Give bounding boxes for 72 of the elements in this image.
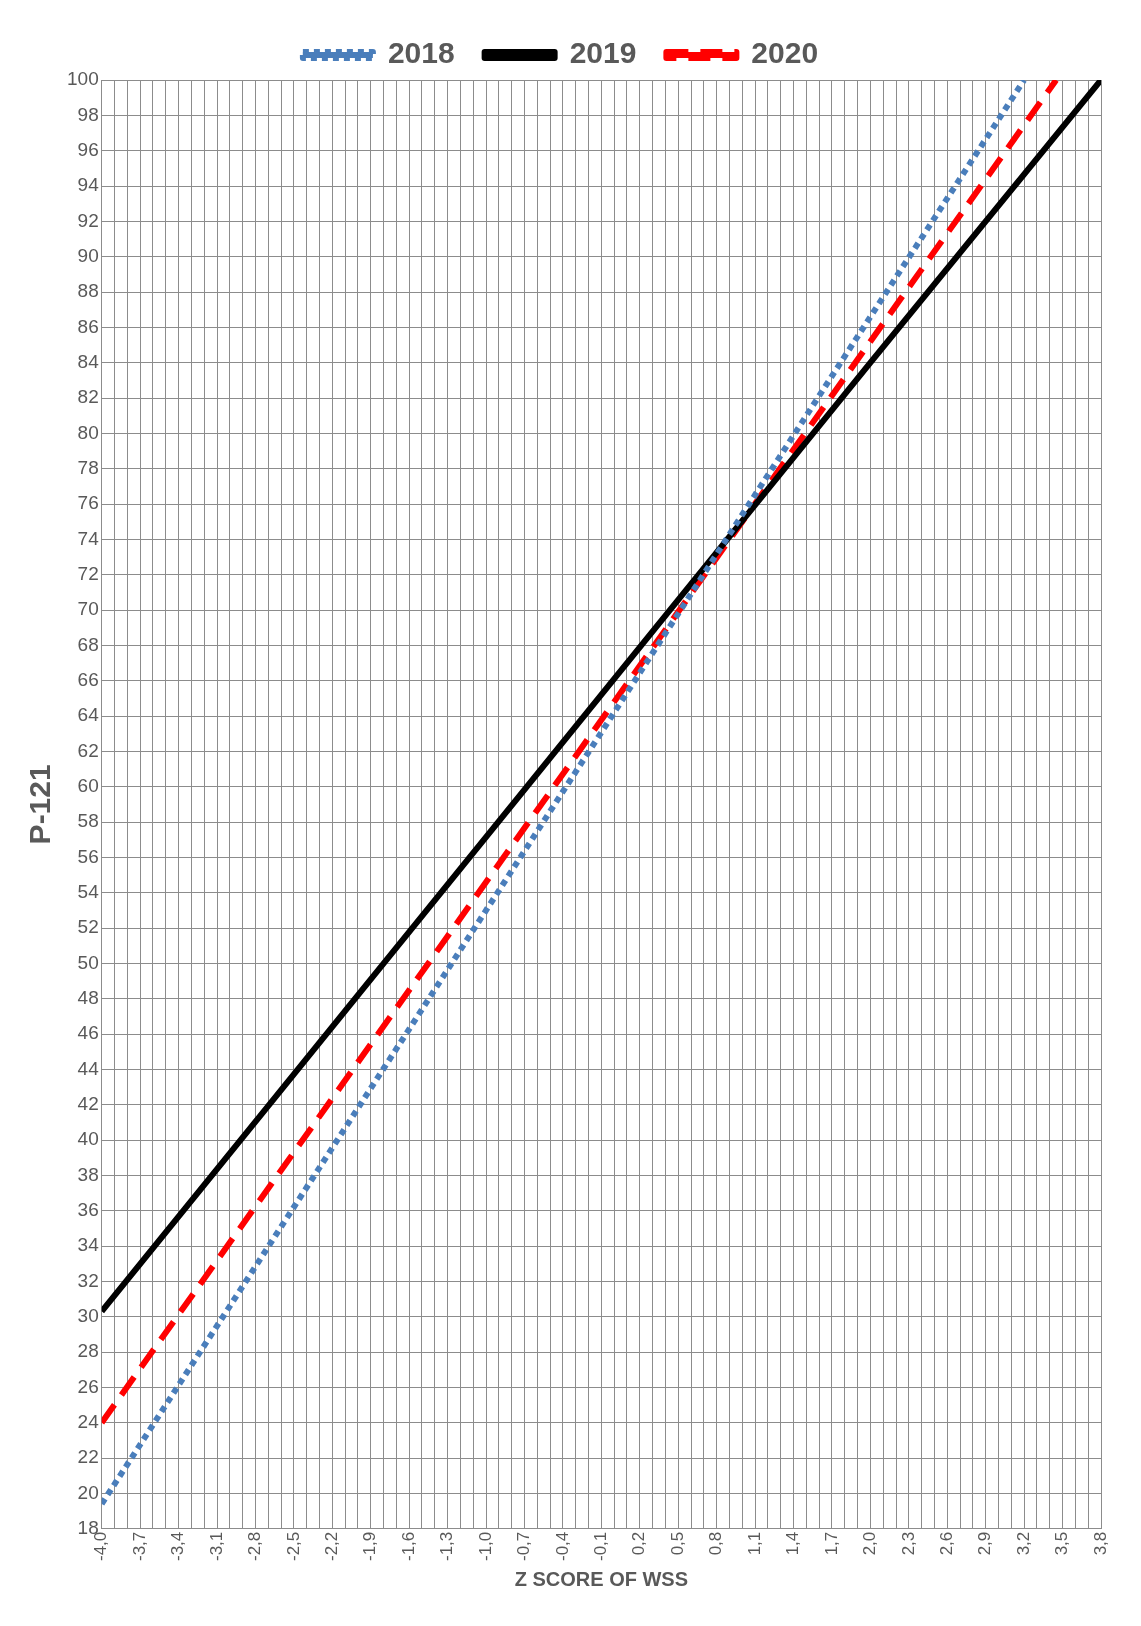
- y-tick-label: 68: [77, 633, 99, 655]
- x-tick-label: 0,8: [706, 1531, 726, 1556]
- y-tick-label: 56: [77, 845, 99, 867]
- x-tick-label: -1,9: [360, 1531, 380, 1561]
- x-tick-label: -3,4: [168, 1531, 188, 1561]
- y-tick-label: 64: [77, 704, 100, 726]
- y-tick-label: 98: [77, 103, 99, 125]
- x-tick-label: -0,4: [552, 1531, 572, 1561]
- y-tick-label: 34: [77, 1234, 100, 1256]
- x-tick-label: -2,5: [283, 1531, 303, 1561]
- x-tick-label: -1,6: [398, 1531, 418, 1561]
- x-tick-label: -0,1: [591, 1531, 611, 1561]
- y-tick-label: 66: [77, 668, 99, 690]
- x-tick-label: -1,0: [475, 1531, 495, 1561]
- y-tick-label: 60: [77, 774, 99, 796]
- y-tick-label: 58: [77, 810, 99, 832]
- y-tick-label: 78: [77, 456, 99, 478]
- y-tick-label: 32: [77, 1269, 99, 1291]
- y-tick-label: 94: [77, 174, 100, 196]
- y-tick-label: 46: [77, 1022, 99, 1044]
- x-tick-label: -2,2: [322, 1531, 341, 1561]
- y-tick-label: 86: [77, 315, 99, 337]
- x-tick-label: 3,5: [1052, 1531, 1072, 1556]
- legend-label: 2020: [751, 36, 819, 70]
- y-tick-label: 30: [77, 1304, 99, 1326]
- y-tick-label: 70: [77, 598, 99, 620]
- y-tick-label: 50: [77, 951, 99, 973]
- legend-label: 2018: [387, 36, 455, 70]
- x-tick-label: 0,2: [629, 1531, 649, 1556]
- x-tick-label: -0,7: [514, 1531, 534, 1561]
- y-tick-label: 20: [77, 1481, 99, 1503]
- legend-label: 2019: [569, 36, 637, 70]
- x-axis-title: Z SCORE OF WSS: [514, 1567, 689, 1590]
- y-tick-label: 76: [77, 492, 99, 514]
- x-tick-label: 2,0: [860, 1531, 880, 1556]
- x-tick-label: -2,8: [245, 1531, 265, 1561]
- x-tick-label: 2,3: [898, 1531, 918, 1556]
- y-tick-label: 40: [77, 1128, 99, 1150]
- y-tick-label: 26: [77, 1375, 99, 1397]
- y-tick-label: 100: [67, 68, 99, 90]
- y-tick-label: 36: [77, 1198, 99, 1220]
- y-tick-label: 80: [77, 421, 99, 443]
- y-tick-label: 62: [77, 739, 99, 761]
- y-tick-label: 54: [77, 880, 100, 902]
- y-tick-label: 74: [77, 527, 100, 549]
- y-axis-title: P-121: [23, 764, 57, 845]
- x-tick-label: 1,1: [744, 1531, 764, 1556]
- y-tick-label: 22: [77, 1446, 99, 1468]
- x-tick-label: 1,4: [783, 1531, 803, 1556]
- x-tick-label: 2,9: [975, 1531, 995, 1556]
- y-tick-label: 88: [77, 280, 99, 302]
- x-tick-label: 1,7: [821, 1531, 841, 1556]
- x-tick-label: 3,2: [1013, 1531, 1033, 1556]
- y-tick-label: 42: [77, 1092, 99, 1114]
- x-tick-label: 2,6: [936, 1531, 956, 1556]
- y-tick-label: 28: [77, 1340, 99, 1362]
- y-tick-label: 84: [77, 350, 100, 372]
- x-tick-label: -1,3: [437, 1531, 457, 1561]
- y-tick-label: 96: [77, 138, 99, 160]
- y-tick-label: 82: [77, 386, 99, 408]
- y-tick-label: 44: [77, 1057, 100, 1079]
- y-tick-label: 48: [77, 986, 99, 1008]
- y-tick-label: 92: [77, 209, 99, 231]
- y-tick-label: 72: [77, 562, 99, 584]
- y-tick-label: 90: [77, 244, 99, 266]
- x-tick-label: -3,7: [129, 1531, 149, 1561]
- y-tick-label: 38: [77, 1163, 99, 1185]
- y-tick-label: 24: [77, 1410, 100, 1432]
- x-tick-label: 0,5: [667, 1531, 687, 1556]
- y-tick-label: 52: [77, 916, 99, 938]
- x-tick-label: 3,8: [1090, 1531, 1110, 1556]
- x-tick-label: -3,1: [206, 1531, 226, 1561]
